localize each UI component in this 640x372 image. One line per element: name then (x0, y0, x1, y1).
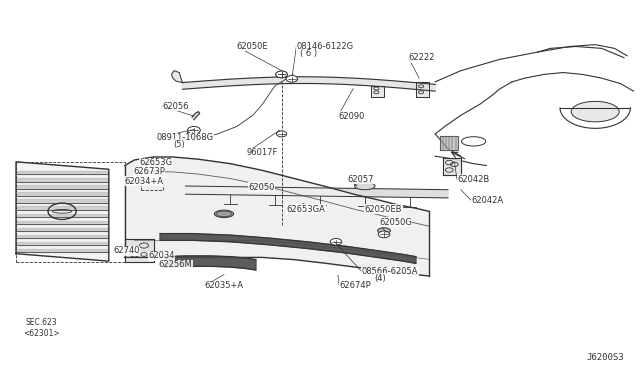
Text: 62057: 62057 (347, 175, 373, 184)
Polygon shape (17, 178, 108, 182)
Text: 62050E: 62050E (237, 42, 268, 51)
Text: 62034: 62034 (148, 251, 175, 260)
Text: ( 6 ): ( 6 ) (300, 49, 317, 58)
Text: 08566-6205A: 08566-6205A (362, 267, 418, 276)
Text: 62256M: 62256M (159, 260, 193, 269)
Polygon shape (182, 77, 435, 91)
Polygon shape (17, 199, 108, 203)
Ellipse shape (355, 182, 375, 190)
Polygon shape (125, 157, 429, 276)
Circle shape (188, 126, 200, 134)
Text: SEC.623
<62301>: SEC.623 <62301> (23, 318, 60, 338)
Circle shape (276, 71, 287, 78)
Text: 62050G: 62050G (379, 218, 412, 227)
Text: (4): (4) (374, 274, 386, 283)
Polygon shape (17, 235, 108, 238)
Text: 62035+A: 62035+A (205, 281, 244, 290)
Circle shape (276, 71, 287, 78)
Polygon shape (17, 214, 108, 217)
Text: 62042B: 62042B (457, 175, 489, 184)
Circle shape (330, 238, 342, 245)
Ellipse shape (214, 210, 234, 218)
Polygon shape (125, 239, 154, 262)
Polygon shape (17, 171, 108, 174)
Text: 62090: 62090 (338, 112, 364, 121)
Polygon shape (16, 162, 109, 261)
Circle shape (187, 131, 197, 137)
Ellipse shape (572, 102, 620, 122)
Text: 62653GA: 62653GA (287, 205, 326, 214)
Ellipse shape (216, 211, 232, 217)
Polygon shape (172, 71, 182, 83)
Ellipse shape (378, 228, 390, 234)
Text: 62056: 62056 (162, 102, 188, 110)
Text: 08146-6122G: 08146-6122G (296, 42, 353, 51)
Circle shape (276, 131, 287, 137)
Polygon shape (443, 158, 461, 175)
Text: 62222: 62222 (408, 53, 435, 62)
Polygon shape (440, 136, 458, 150)
Text: J6200S3: J6200S3 (586, 353, 624, 362)
Polygon shape (17, 228, 108, 231)
Circle shape (286, 76, 298, 82)
Text: 62653G: 62653G (140, 158, 173, 167)
Text: 08911-1068G: 08911-1068G (157, 133, 214, 142)
Text: 62740: 62740 (113, 246, 140, 255)
Polygon shape (17, 185, 108, 189)
Text: 62674P: 62674P (339, 281, 371, 290)
Polygon shape (186, 186, 448, 198)
Polygon shape (371, 86, 384, 97)
Circle shape (378, 231, 390, 238)
Polygon shape (192, 112, 200, 120)
Polygon shape (17, 221, 108, 224)
Text: 62050: 62050 (248, 183, 275, 192)
Text: 62042A: 62042A (471, 196, 503, 205)
Polygon shape (160, 234, 416, 263)
Polygon shape (17, 192, 108, 196)
Text: 96017F: 96017F (246, 148, 278, 157)
Polygon shape (165, 256, 256, 270)
Text: 62034+A: 62034+A (125, 177, 164, 186)
Text: 62050EB: 62050EB (365, 205, 403, 214)
Polygon shape (416, 82, 429, 97)
Text: (5): (5) (173, 140, 184, 149)
Polygon shape (17, 242, 108, 245)
Polygon shape (17, 206, 108, 210)
Text: 62673P: 62673P (133, 167, 165, 176)
Polygon shape (17, 249, 108, 252)
